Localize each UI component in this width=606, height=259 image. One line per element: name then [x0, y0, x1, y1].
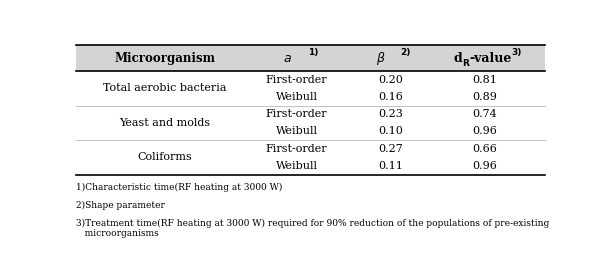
Text: 0.81: 0.81 [472, 75, 497, 85]
Bar [76, 45, 545, 71]
Text: 0.96: 0.96 [472, 161, 497, 171]
Text: Yeast and molds: Yeast and molds [119, 118, 210, 128]
Text: $\it{a}$: $\it{a}$ [282, 52, 291, 64]
Text: 0.74: 0.74 [472, 109, 497, 119]
Text: 0.11: 0.11 [378, 161, 403, 171]
Text: $\it{\beta}$: $\it{\beta}$ [376, 49, 386, 67]
Text: First-order: First-order [265, 109, 327, 119]
Text: 0.23: 0.23 [378, 109, 403, 119]
Text: d: d [454, 52, 462, 64]
Text: First-order: First-order [265, 75, 327, 85]
Text: 3): 3) [511, 47, 522, 56]
Text: 3)Treatment time(RF heating at 3000 W) required for 90% reduction of the populat: 3)Treatment time(RF heating at 3000 W) r… [76, 219, 549, 238]
Text: 1): 1) [308, 47, 319, 56]
Text: 0.89: 0.89 [472, 92, 497, 102]
Text: 0.16: 0.16 [378, 92, 403, 102]
Text: 0.27: 0.27 [378, 144, 403, 154]
Text: 0.10: 0.10 [378, 126, 403, 136]
Text: 0.66: 0.66 [472, 144, 497, 154]
Text: 0.20: 0.20 [378, 75, 403, 85]
Text: Total aerobic bacteria: Total aerobic bacteria [103, 83, 227, 93]
Text: Weibull: Weibull [276, 92, 318, 102]
Text: 0.96: 0.96 [472, 126, 497, 136]
Text: First-order: First-order [265, 144, 327, 154]
Text: Coliforms: Coliforms [138, 152, 192, 162]
Text: 1)Characteristic time(RF heating at 3000 W): 1)Characteristic time(RF heating at 3000… [76, 183, 282, 192]
Text: Weibull: Weibull [276, 161, 318, 171]
Text: -value: -value [469, 52, 511, 64]
Text: 2)Shape parameter: 2)Shape parameter [76, 200, 165, 210]
Text: R: R [462, 59, 468, 68]
Text: Weibull: Weibull [276, 126, 318, 136]
Text: 2): 2) [400, 47, 410, 56]
Text: Microorganism: Microorganism [115, 52, 216, 64]
